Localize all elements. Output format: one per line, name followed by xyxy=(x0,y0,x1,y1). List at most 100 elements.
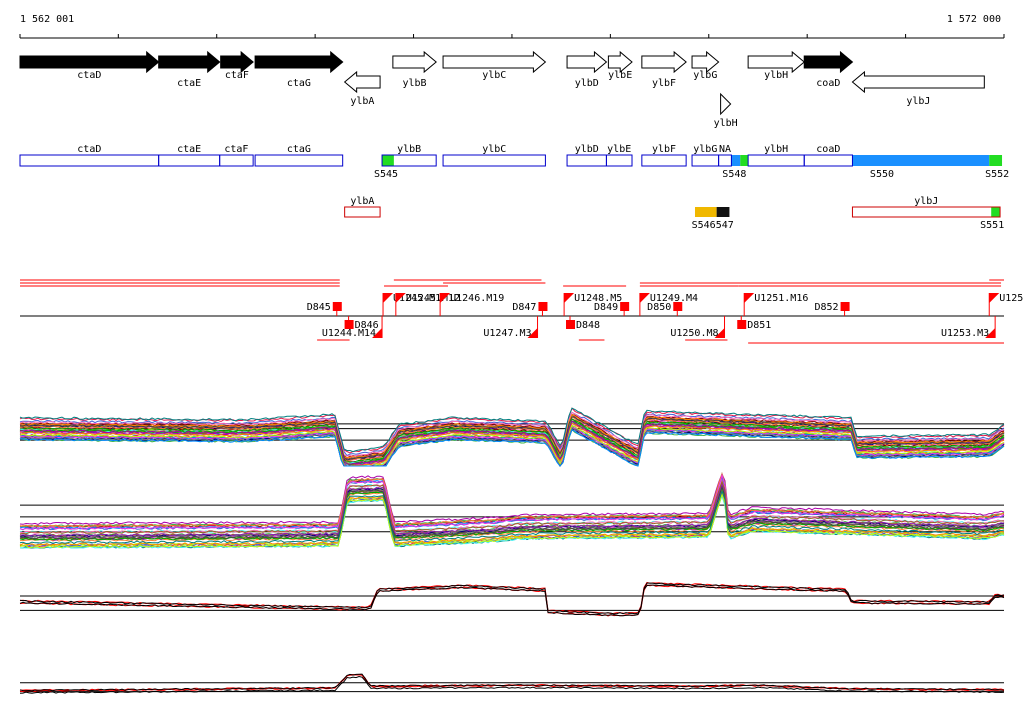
gene-arrow-ylbA[interactable] xyxy=(343,70,381,94)
feature-label: U1245.M1 xyxy=(393,293,441,304)
segment-label: ylbE xyxy=(607,144,631,155)
gene-label: ylbH xyxy=(764,70,788,81)
segment-fill xyxy=(989,155,1003,166)
feature-flag[interactable] xyxy=(985,328,996,338)
expression-series xyxy=(19,482,1005,537)
feature-flag[interactable] xyxy=(714,328,725,338)
plus-segment-ylbD[interactable] xyxy=(566,154,607,167)
feature-flag[interactable] xyxy=(440,293,451,303)
expression-series xyxy=(19,584,1005,617)
gene-label: ctaF xyxy=(225,70,249,81)
feature-label: D850 xyxy=(647,302,671,313)
expression-series xyxy=(19,473,1005,530)
expression-series xyxy=(19,429,1005,467)
gene-label: ctaE xyxy=(177,78,201,89)
gene-arrow-ylbD[interactable] xyxy=(566,50,608,74)
gene-arrow-ctaD[interactable] xyxy=(19,50,160,74)
segment-fill xyxy=(991,207,1001,217)
plus-segment-ctaD[interactable] xyxy=(19,154,160,167)
feature-label: U1246.M19 xyxy=(450,293,504,304)
expression-series xyxy=(19,491,1005,547)
gene-label: ylbD xyxy=(575,78,599,89)
feature-marker[interactable] xyxy=(673,302,683,311)
ruler-ticks xyxy=(19,34,1005,38)
feature-label: U1244.M14 xyxy=(322,328,376,339)
feature-flag[interactable] xyxy=(372,328,383,338)
feature-flag[interactable] xyxy=(383,293,394,303)
gene-track[interactable]: ctaD ctaE ctaF ctaG ylbA ylbB ylbC ylbD ylbE ylbF… xyxy=(19,50,985,129)
expression-series xyxy=(19,472,1005,528)
minus-segment-ylbJ[interactable] xyxy=(851,206,1001,218)
feature-marker[interactable] xyxy=(332,302,342,311)
feature-marker[interactable] xyxy=(566,320,576,329)
feature-marker[interactable] xyxy=(538,302,548,311)
feature-label: U1252 xyxy=(999,293,1024,304)
expression-series xyxy=(19,426,1005,467)
plus-segment-ylbH[interactable] xyxy=(747,154,805,167)
feature-marker[interactable] xyxy=(620,302,630,311)
feature-flag[interactable] xyxy=(989,293,1000,303)
feature-label: D846 xyxy=(355,320,379,331)
minus-segment-ylbA[interactable] xyxy=(344,206,381,218)
feature-flag[interactable] xyxy=(527,328,538,338)
gene-arrow-ylbH[interactable] xyxy=(747,50,806,74)
segment-label: ylbD xyxy=(575,144,599,155)
expression-series xyxy=(19,472,1005,526)
gene-arrow-ylbC[interactable] xyxy=(442,50,547,74)
gene-label: ylbA xyxy=(350,96,374,107)
plus-segment-ylbF[interactable] xyxy=(641,154,687,167)
gene-arrow-ylbG[interactable] xyxy=(691,50,720,74)
gene-arrow-ctaE[interactable] xyxy=(158,50,221,74)
gene-arrow-ctaF[interactable] xyxy=(220,50,254,74)
plus-segment-ylbB[interactable] xyxy=(381,154,437,167)
feature-flag[interactable] xyxy=(744,293,755,303)
plus-segment-NA[interactable] xyxy=(718,154,732,167)
gene-arrow-ylbJ[interactable] xyxy=(851,70,985,94)
gene-arrow-ylbE[interactable] xyxy=(607,50,633,74)
plus-segment-ylbC[interactable] xyxy=(442,154,546,167)
gene-arrow-ctaG[interactable] xyxy=(254,50,344,74)
plus-segment-ctaE[interactable] xyxy=(158,154,221,167)
gene-arrow-ylbB[interactable] xyxy=(392,50,437,74)
gene-label: coaD xyxy=(816,78,840,89)
feature-marker[interactable] xyxy=(737,320,747,329)
feature-label: U1251.M16 xyxy=(754,293,808,304)
gene-label: ylbF xyxy=(652,78,676,89)
segment-label: ylbH xyxy=(764,144,788,155)
gene-arrow-ylbF[interactable] xyxy=(641,50,687,74)
plus-segment-ctaG[interactable] xyxy=(254,154,344,167)
expression-series xyxy=(19,492,1005,549)
feature-marker[interactable] xyxy=(840,302,850,311)
plus-segment-ylbG[interactable] xyxy=(691,154,720,167)
feature-flag[interactable] xyxy=(395,293,406,303)
expression-series xyxy=(19,494,1005,549)
segment-label: ctaG xyxy=(287,144,311,155)
gene-arrow-ylbH[interactable] xyxy=(720,92,732,116)
feature-flag[interactable] xyxy=(639,293,650,303)
expression-series xyxy=(19,407,1005,453)
plus-strand-segment-track[interactable]: ctaD ctaE ctaF ctaG ylbB ylbC ylbD ylbE ylbF ylbG… xyxy=(19,144,1009,180)
site-label: S546547 xyxy=(692,220,734,231)
expression-panel-1 xyxy=(19,407,1005,468)
coordinate-ruler: 1 562 001 1 572 000 xyxy=(19,14,1005,39)
segment-fill xyxy=(382,155,394,166)
gene-arrow-coaD[interactable] xyxy=(803,50,854,74)
plus-segment-coaD[interactable] xyxy=(803,154,853,167)
plus-segment-ctaF[interactable] xyxy=(219,154,254,167)
expression-panel-4 xyxy=(19,673,1005,694)
expression-series xyxy=(19,411,1005,457)
feature-label: D849 xyxy=(594,302,618,313)
segment-label: ctaD xyxy=(77,144,101,155)
feature-label: U1253.M3 xyxy=(941,328,989,339)
feature-marker[interactable] xyxy=(344,320,354,329)
gene-label: ylbG xyxy=(693,70,717,81)
minus-strand-segment-track[interactable]: ylbA ylbJ S546547 S551 xyxy=(344,196,1005,231)
plus-segment-ylbE[interactable] xyxy=(605,154,633,167)
site-label: S550 xyxy=(870,169,894,180)
feature-flag[interactable] xyxy=(564,293,575,303)
segment-fill xyxy=(852,155,990,166)
segment-label: ylbG xyxy=(693,144,717,155)
segment-label: ylbB xyxy=(397,144,421,155)
segment-label: ylbA xyxy=(350,196,374,207)
